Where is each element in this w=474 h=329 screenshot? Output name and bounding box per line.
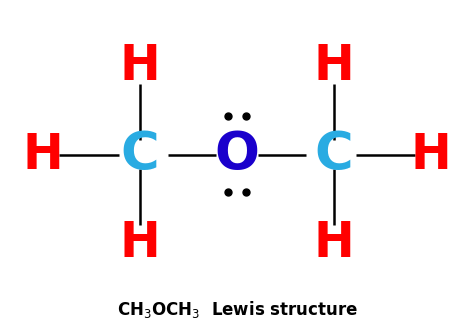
Text: H: H [119,42,160,90]
Text: H: H [411,131,452,179]
Text: H: H [119,219,160,267]
Text: H: H [314,42,355,90]
Text: O: O [215,129,259,181]
Text: C: C [120,129,159,181]
Text: H: H [314,219,355,267]
Text: H: H [22,131,63,179]
Text: C: C [315,129,354,181]
Text: CH$_3$OCH$_3$  Lewis structure: CH$_3$OCH$_3$ Lewis structure [117,299,357,320]
